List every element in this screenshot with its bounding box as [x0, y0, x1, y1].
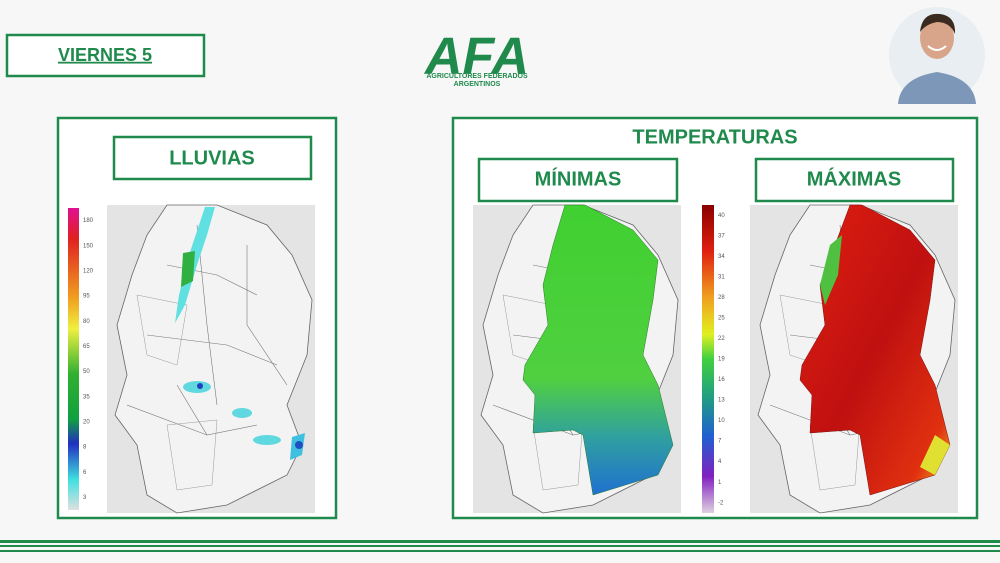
scale-label: 28 [718, 295, 725, 301]
scale-label: 19 [718, 357, 725, 363]
stripe [0, 545, 1000, 547]
scale-label: 22 [718, 336, 725, 342]
scale-label: 180 [83, 218, 94, 224]
min-title-box [477, 157, 679, 203]
rain-title: LLUVIAS [169, 147, 255, 169]
rain-title-box [112, 135, 313, 181]
logo-title: AFA [423, 28, 529, 86]
scale-label: 31 [718, 274, 725, 280]
scale-label: 150 [83, 243, 94, 249]
scale-label: 34 [718, 254, 725, 260]
scale-label: 7 [718, 439, 722, 445]
scale-label: 40 [718, 213, 725, 219]
presenter-photo [889, 7, 985, 104]
rain-map [106, 204, 316, 514]
day-box [5, 33, 206, 78]
scale-label: 6 [83, 470, 87, 476]
scale-label: 25 [718, 316, 725, 322]
scale-label: 1 [718, 480, 722, 486]
scale-label: 10 [718, 418, 725, 424]
scale-label: 4 [718, 459, 722, 465]
temperature-colorbar [702, 205, 714, 513]
max-title: MÁXIMAS [807, 167, 901, 190]
logo-subtitle: ARGENTINOS [454, 81, 501, 88]
scale-label: 95 [83, 294, 90, 300]
stripe [0, 540, 1000, 543]
logo-subtitle: AGRICULTORES FEDERADOS [426, 73, 528, 80]
rain-colorbar [68, 208, 79, 510]
scale-label: 20 [83, 419, 90, 425]
scale-label: 80 [83, 319, 90, 325]
min-map [472, 204, 682, 514]
min-title: MÍNIMAS [535, 167, 622, 190]
scale-label: 8 [83, 445, 87, 451]
scale-label: 37 [718, 233, 725, 239]
scale-label: -2 [718, 500, 724, 506]
scale-label: 35 [83, 394, 90, 400]
scale-label: 50 [83, 369, 90, 375]
temperature-title: TEMPERATURAS [632, 126, 797, 148]
max-title-box [754, 157, 955, 203]
scale-label: 65 [83, 344, 90, 350]
scale-label: 3 [83, 495, 87, 501]
scale-label: 120 [83, 268, 94, 274]
scale-label: 13 [718, 398, 725, 404]
stripe [0, 550, 1000, 552]
max-map [749, 204, 959, 514]
day-label: VIERNES 5 [58, 45, 152, 65]
scale-label: 16 [718, 377, 725, 383]
